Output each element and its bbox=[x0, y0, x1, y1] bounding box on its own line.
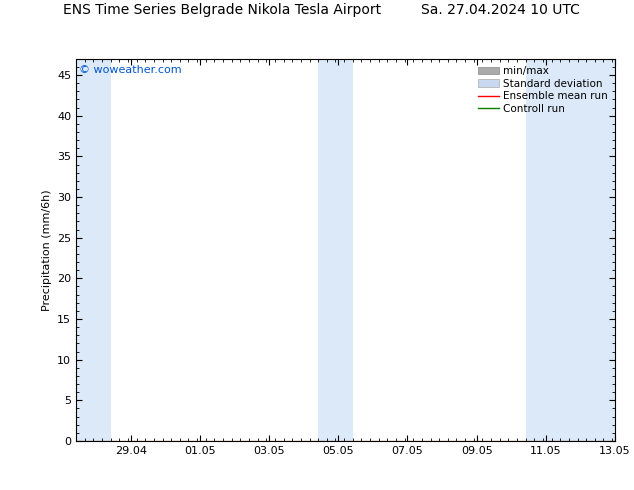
Text: Sa. 27.04.2024 10 UTC: Sa. 27.04.2024 10 UTC bbox=[422, 3, 580, 17]
Y-axis label: Precipitation (mm/6h): Precipitation (mm/6h) bbox=[42, 189, 51, 311]
Text: ENS Time Series Belgrade Nikola Tesla Airport: ENS Time Series Belgrade Nikola Tesla Ai… bbox=[63, 3, 381, 17]
Text: © woweather.com: © woweather.com bbox=[79, 65, 181, 74]
Bar bbox=[318, 59, 353, 441]
Legend: min/max, Standard deviation, Ensemble mean run, Controll run: min/max, Standard deviation, Ensemble me… bbox=[476, 64, 610, 116]
Bar bbox=[526, 59, 615, 441]
Bar bbox=[76, 59, 111, 441]
